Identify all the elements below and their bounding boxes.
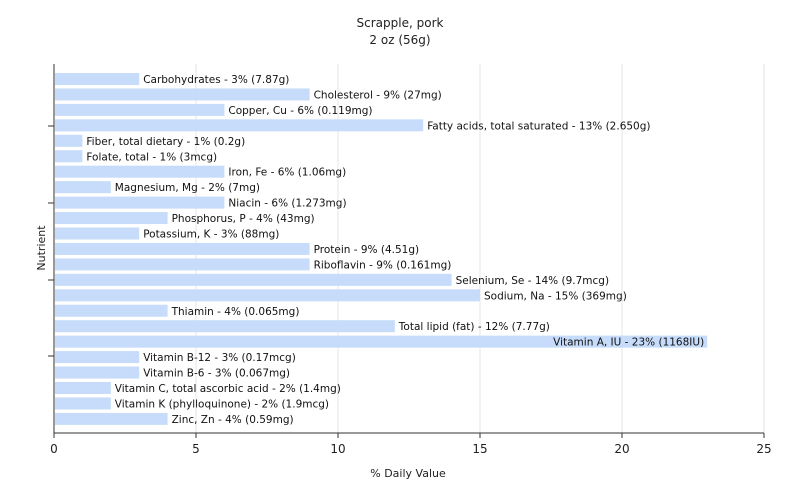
bar [55,304,168,317]
bar [55,335,708,348]
bar-label: Magnesium, Mg - 2% (7mg) [115,182,260,194]
bar [55,165,225,178]
bar-label: Folate, total - 1% (3mcg) [86,151,217,163]
bar-label: Potassium, K - 3% (88mg) [143,229,279,241]
bar [55,150,83,163]
bar [55,227,140,240]
bar-label: Iron, Fe - 6% (1.06mg) [228,167,346,179]
bar [55,119,424,132]
bar [55,273,452,286]
x-tick-label: 10 [330,442,345,456]
bar-label: Fiber, total dietary - 1% (0.2g) [86,136,245,148]
bar-label: Vitamin C, total ascorbic acid - 2% (1.4… [115,383,341,395]
bar-label: Zinc, Zn - 4% (0.59mg) [172,414,294,426]
bar [55,366,140,379]
bar-label: Vitamin B-12 - 3% (0.17mcg) [143,352,296,364]
bar [55,320,395,333]
bar-layer: Carbohydrates - 3% (7.87g) Cholesterol - … [55,73,708,426]
bar [55,289,480,302]
bar [55,73,140,85]
bar [55,196,225,209]
x-tick-label: 5 [192,442,200,456]
bar-label: Selenium, Se - 14% (9.7mcg) [456,275,609,287]
bar [55,351,140,364]
bar [55,242,310,255]
x-axis-label: % Daily Value [370,467,446,480]
bar-label: Cholesterol - 9% (27mg) [314,89,442,101]
bar-label: Copper, Cu - 6% (0.119mg) [228,105,372,117]
bar [55,181,111,194]
bar [55,412,168,425]
bar-label: Vitamin A, IU - 23% (1168IU) [553,337,704,349]
bar-label: Phosphorus, P - 4% (43mg) [172,213,315,225]
bar-label: Riboflavin - 9% (0.161mg) [314,259,452,271]
bar [55,134,83,147]
bar-label: Total lipid (fat) - 12% (7.77g) [398,321,550,333]
x-tick-layer: 0 5 10 15 20 25 [50,433,772,456]
bar-label: Protein - 9% (4.51g) [314,244,420,256]
y-axis-label: Nutrient [35,225,48,271]
bar [55,103,225,116]
bar [55,88,310,101]
bar-label: Carbohydrates - 3% (7.87g) [143,74,289,86]
bar-label: Vitamin B-6 - 3% (0.067mg) [143,368,290,380]
bar [55,382,111,394]
bar-label: Sodium, Na - 15% (369mg) [484,290,627,302]
bar [55,258,310,271]
bar-label: Niacin - 6% (1.273mg) [228,198,346,210]
x-tick-label: 0 [50,442,58,456]
bar [55,397,111,410]
chart-title: Scrapple, pork [357,16,444,30]
x-tick-label: 25 [756,442,771,456]
bar [55,212,168,225]
x-tick-label: 20 [614,442,629,456]
bar-label: Thiamin - 4% (0.065mg) [171,306,300,318]
chart-subtitle: 2 oz (56g) [369,33,430,47]
bar-label: Fatty acids, total saturated - 13% (2.65… [427,120,650,132]
x-tick-label: 15 [472,442,487,456]
y-tick-layer [48,125,54,357]
bar-label: Vitamin K (phylloquinone) - 2% (1.9mcg) [115,398,329,410]
